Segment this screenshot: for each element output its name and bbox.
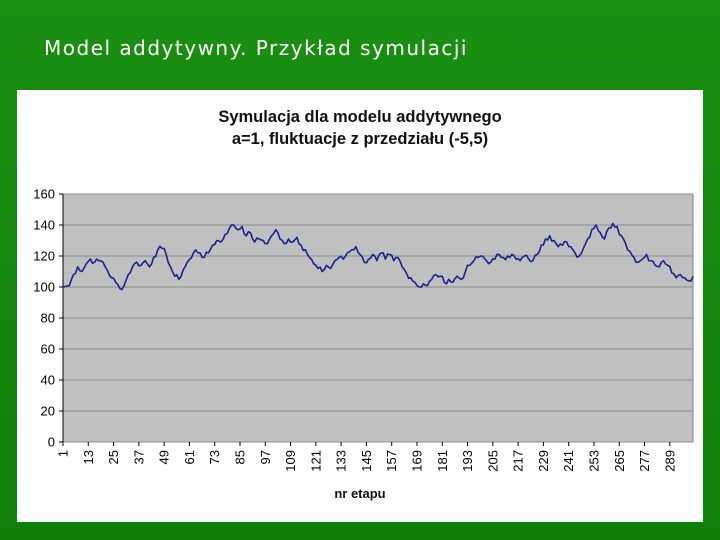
x-tick-label: 133 bbox=[334, 450, 349, 472]
x-tick-label: 193 bbox=[460, 450, 475, 472]
series-line bbox=[62, 222, 694, 291]
slide-title: Model addytywny. Przykład symulacji bbox=[44, 36, 468, 60]
y-tick-label: 140 bbox=[33, 218, 55, 233]
x-tick-label: 109 bbox=[283, 450, 298, 472]
chart-title-line-2: a=1, fluktuacje z przedziału (-5,5) bbox=[231, 130, 489, 148]
y-tick-label: 100 bbox=[33, 280, 55, 295]
y-tick-label: 0 bbox=[48, 435, 55, 450]
x-tick-label: 85 bbox=[232, 450, 247, 464]
x-tick-label: 49 bbox=[157, 450, 172, 464]
x-tick-label: 229 bbox=[536, 450, 551, 472]
y-tick-label: 80 bbox=[41, 311, 55, 326]
x-tick-label: 73 bbox=[207, 450, 222, 464]
x-tick-label: 241 bbox=[561, 450, 576, 472]
x-tick-label: 13 bbox=[81, 450, 96, 464]
x-tick-label: 37 bbox=[131, 450, 146, 464]
y-tick-label: 40 bbox=[41, 373, 55, 388]
x-tick-label: 25 bbox=[106, 450, 121, 464]
chart-container: Symulacja dla modelu addytywnego a=1, fl… bbox=[17, 90, 703, 522]
x-tick-label: 169 bbox=[409, 450, 424, 472]
x-tick-label: 181 bbox=[435, 450, 450, 472]
chart-title-line-1: Symulacja dla modelu addytywnego bbox=[218, 108, 502, 126]
x-tick-label: 121 bbox=[308, 450, 323, 472]
y-tick-label: 20 bbox=[41, 404, 55, 419]
x-tick-label: 145 bbox=[359, 450, 374, 472]
x-axis-ticks: 1 13 25 37 49 61 73 85 97 109 121 133 145 157 169 181 19… bbox=[56, 442, 677, 472]
x-tick-label: 289 bbox=[662, 450, 677, 472]
y-tick-label: 60 bbox=[41, 342, 55, 357]
x-tick-label: 277 bbox=[637, 450, 652, 472]
x-tick-label: 205 bbox=[485, 450, 500, 472]
y-tick-label: 120 bbox=[33, 249, 55, 264]
x-tick-label: 61 bbox=[182, 450, 197, 464]
x-axis-label: nr etapu bbox=[334, 486, 385, 501]
gridlines bbox=[63, 193, 693, 443]
x-tick-label: 97 bbox=[258, 450, 273, 464]
x-tick-label: 217 bbox=[511, 450, 526, 472]
x-tick-label: 1 bbox=[56, 450, 71, 457]
y-tick-label: 160 bbox=[33, 187, 55, 202]
y-axis-ticks: 0 20 40 60 80 100 120 140 160 bbox=[33, 187, 64, 450]
chart-title: Symulacja dla modelu addytywnego a=1, fl… bbox=[17, 106, 703, 150]
x-tick-label: 265 bbox=[612, 450, 627, 472]
x-tick-label: 157 bbox=[384, 450, 399, 472]
x-tick-label: 253 bbox=[586, 450, 601, 472]
